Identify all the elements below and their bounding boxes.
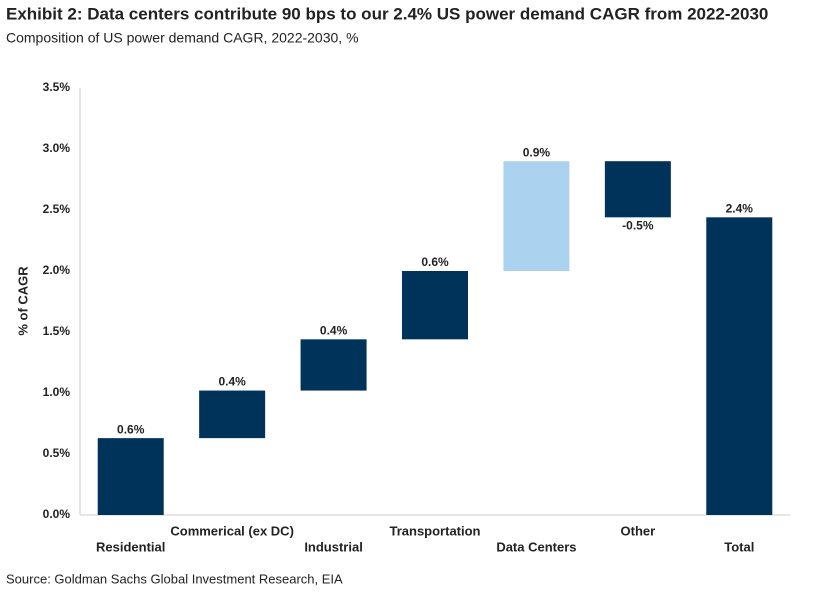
x-tick-label: Total <box>724 539 754 554</box>
y-tick-label: 2.5% <box>43 202 71 216</box>
x-tick-label: Industrial <box>304 539 363 554</box>
chart-subtitle: Composition of US power demand CAGR, 202… <box>6 30 359 46</box>
value-label: -0.5% <box>622 218 654 232</box>
bar <box>199 390 266 439</box>
value-label: 0.4% <box>218 375 246 389</box>
y-tick-label: 2.0% <box>43 263 71 277</box>
y-tick-label: 1.0% <box>43 385 71 399</box>
bar <box>503 161 570 271</box>
bar <box>300 339 367 391</box>
x-tick-label: Residential <box>96 539 165 554</box>
value-label: 0.6% <box>117 422 145 436</box>
x-tick-label: Transportation <box>389 523 480 538</box>
y-tick-label: 1.5% <box>43 324 71 338</box>
x-tick-label: Commerical (ex DC) <box>170 523 294 538</box>
y-tick-label: 3.5% <box>43 80 71 94</box>
value-label: 0.9% <box>523 145 551 159</box>
bar <box>97 438 164 515</box>
value-label: 2.4% <box>726 201 754 215</box>
bar <box>402 271 468 340</box>
chart-title: Exhibit 2: Data centers contribute 90 bp… <box>6 4 768 23</box>
bar <box>604 161 671 218</box>
x-tick-label: Other <box>621 523 656 538</box>
y-tick-label: 0.0% <box>43 507 71 521</box>
source: Source: Goldman Sachs Global Investment … <box>6 571 343 586</box>
bar <box>706 217 773 515</box>
x-tick-label: Data Centers <box>496 539 576 554</box>
value-label: 0.6% <box>421 255 449 269</box>
y-axis-label: % of CAGR <box>15 266 30 336</box>
y-tick-label: 0.5% <box>43 446 71 460</box>
y-tick-label: 3.0% <box>43 141 71 155</box>
value-label: 0.4% <box>320 323 348 337</box>
